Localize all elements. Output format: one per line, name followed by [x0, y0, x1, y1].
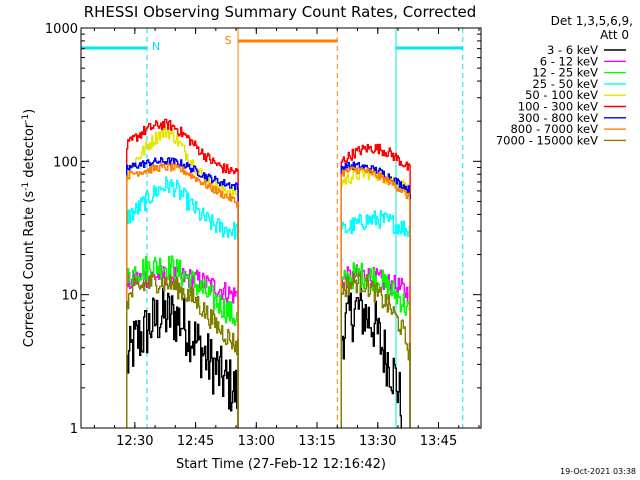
y-axis: 1 10 100 1000 [45, 22, 481, 437]
legend-label: 12 - 25 keV [532, 66, 598, 80]
series-line [340, 285, 403, 429]
series-line [340, 262, 411, 428]
y-axis-label-sup: -1 [21, 182, 31, 191]
series-line [340, 166, 411, 428]
series-line [126, 118, 239, 428]
plot-frame [80, 27, 482, 429]
y-tick-label: 100 [53, 155, 78, 170]
series-line [340, 210, 411, 428]
chart-title: RHESSI Observing Summary Count Rates, Co… [84, 3, 477, 21]
series-line [126, 163, 239, 428]
generated-timestamp: 19-Oct-2021 03:38 [560, 467, 636, 476]
night-label: N [152, 40, 160, 53]
y-tick-label: 10 [61, 289, 78, 304]
x-axis: 12:30 12:45 13:00 13:15 13:30 13:45 [93, 28, 480, 449]
series-line [126, 157, 239, 428]
x-tick-label: 12:45 [177, 434, 214, 449]
y-tick-label: 1000 [45, 22, 78, 37]
y-axis-label-sup: -1 [21, 114, 31, 123]
series-line [340, 161, 411, 428]
legend-label: 6 - 12 keV [540, 54, 598, 68]
legend-label: 3 - 6 keV [547, 43, 598, 57]
series-line [340, 143, 411, 428]
x-tick-label: 13:45 [420, 434, 457, 449]
y-axis-label-part: detector [22, 122, 37, 182]
y-axis-label: Corrected Count Rate (s-1 detector-1) [21, 109, 37, 347]
legend-label: 7000 - 15000 keV [496, 133, 598, 147]
x-tick-label: 13:30 [359, 434, 396, 449]
series-line [126, 274, 239, 428]
legend-label: 800 - 7000 keV [510, 122, 598, 136]
x-axis-label: Start Time (27-Feb-12 12:16:42) [176, 457, 386, 472]
series-line [126, 255, 239, 428]
x-tick-label: 13:00 [238, 434, 275, 449]
series-line [126, 287, 239, 428]
legend-label: 25 - 50 keV [532, 77, 598, 91]
y-tick-label: 1 [70, 422, 78, 437]
series-line [126, 176, 239, 428]
legend-header-detectors: Det 1,3,5,6,9, [551, 14, 633, 28]
y-axis-label-part: Corrected Count Rate (s [22, 191, 37, 348]
legend-label: 300 - 800 keV [518, 111, 598, 125]
legend-label: 50 - 100 keV [525, 88, 598, 102]
series-line [340, 272, 411, 428]
x-tick-label: 13:15 [298, 434, 335, 449]
x-tick-label: 12:30 [116, 434, 153, 449]
y-axis-label-part: ) [22, 109, 37, 114]
saa-label: S [225, 34, 232, 47]
legend-header-attenuator: Att 0 [600, 28, 629, 42]
legend-label: 100 - 300 keV [518, 100, 598, 114]
